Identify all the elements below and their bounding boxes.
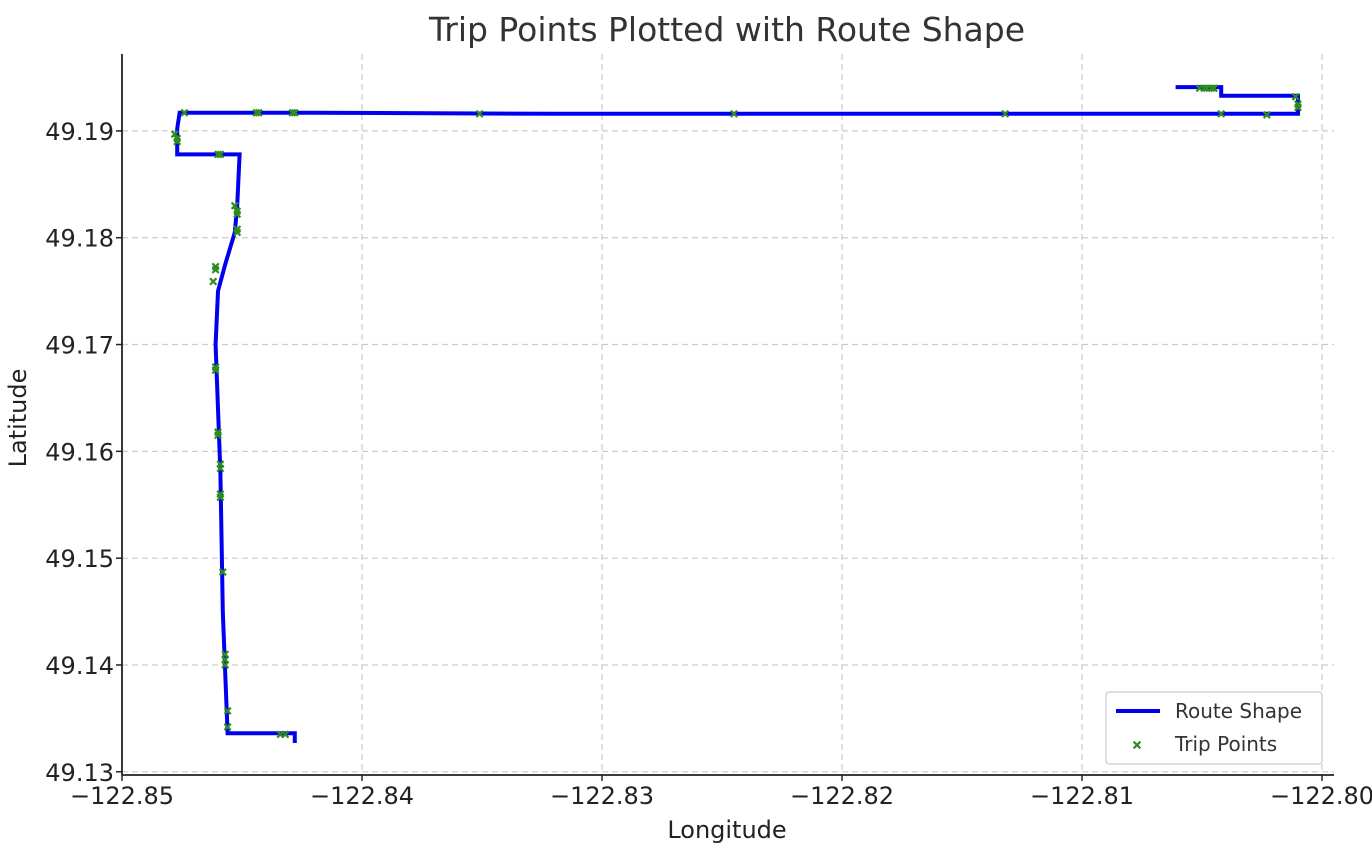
x-tick-label: −122.85 [70, 782, 174, 810]
trip-point [252, 108, 261, 117]
x-tick-label: −122.82 [790, 782, 894, 810]
chart-title: Trip Points Plotted with Route Shape [428, 10, 1025, 49]
trip-point [233, 225, 242, 234]
trip-point [214, 150, 222, 159]
trip-point [223, 722, 232, 731]
trip-point [1262, 110, 1271, 119]
y-tick-label: 49.15 [45, 545, 114, 573]
trip-point [1207, 84, 1216, 93]
ticks: −122.85 −122.84 −122.83 −122.82 −122.81 −122.… [45, 118, 1372, 810]
x-tick-label: −122.80 [1270, 782, 1372, 810]
trip-point [223, 706, 232, 715]
legend-trip-swatch [1132, 740, 1142, 750]
grid [121, 54, 1334, 775]
trip-point [1217, 109, 1226, 118]
y-tick-label: 49.14 [45, 652, 114, 680]
y-tick-label: 49.16 [45, 438, 114, 466]
trip-point [290, 108, 299, 117]
trip-point [173, 134, 182, 143]
y-tick-label: 49.17 [45, 332, 114, 360]
trip-point [221, 650, 230, 659]
axes [121, 54, 1334, 776]
trip-point [218, 568, 227, 577]
trip-point [1210, 84, 1218, 93]
plot-area [170, 84, 1302, 743]
trip-point [233, 207, 242, 215]
x-tick-label: −122.83 [550, 782, 654, 810]
legend-route-label: Route Shape [1175, 699, 1302, 723]
route-shape-line [175, 85, 1300, 743]
x-axis-label: Longitude [667, 816, 786, 844]
y-tick-label: 49.19 [45, 118, 114, 146]
trip-point [211, 262, 220, 271]
legend-trip-label: Trip Points [1174, 732, 1277, 756]
trip-point [1132, 740, 1142, 750]
trip-point [730, 109, 738, 118]
trip-point [216, 460, 225, 469]
y-tick-label: 49.13 [45, 759, 114, 787]
trip-point [216, 150, 225, 159]
x-tick-label: −122.84 [310, 782, 414, 810]
trip-point [180, 108, 189, 117]
y-tick-label: 49.18 [45, 225, 114, 253]
trip-point [216, 490, 225, 499]
trip-point [288, 108, 297, 117]
x-tick-label: −122.81 [1030, 782, 1134, 810]
trip-point [1001, 109, 1010, 118]
trip-point [254, 108, 263, 117]
y-axis-label: Latitude [4, 369, 32, 468]
trip-point [170, 130, 179, 139]
trip-point [211, 362, 220, 371]
legend: Route Shape Trip Points [1105, 691, 1323, 765]
trip-point [230, 201, 239, 210]
trip-point [475, 109, 484, 118]
trip-point [281, 730, 290, 739]
trip-point [1291, 92, 1300, 101]
trip-point [1294, 103, 1302, 112]
trip-point [1200, 84, 1209, 93]
trip-point [209, 277, 218, 286]
trip-point [214, 428, 222, 437]
